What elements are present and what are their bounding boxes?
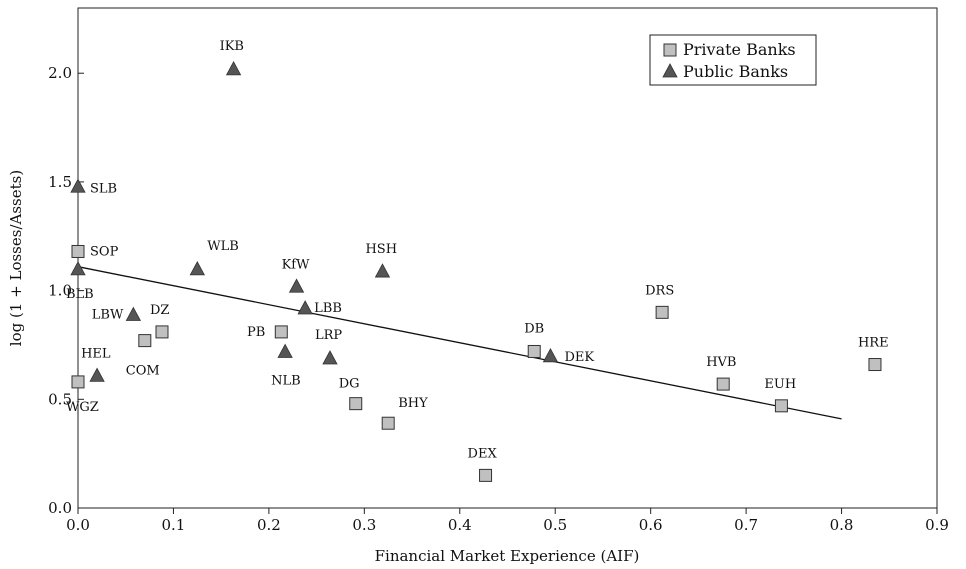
- y-tick-label: 0.5: [48, 390, 72, 408]
- point-sop: [71, 244, 85, 258]
- label-dek: DEK: [564, 350, 594, 365]
- label-drs: DRS: [645, 283, 674, 298]
- legend-label-private: Private Banks: [683, 40, 796, 59]
- x-tick-label: 0.5: [543, 516, 567, 534]
- label-dg: DG: [339, 377, 360, 392]
- point-wlb: [189, 261, 205, 276]
- x-tick-label: 0.4: [448, 516, 472, 534]
- y-axis-title: log (1 + Losses/Assets): [7, 170, 25, 346]
- point-db: [527, 344, 541, 358]
- point-dg: [349, 397, 363, 411]
- label-kfw: KfW: [282, 257, 311, 272]
- y-tick-label: 0.0: [48, 499, 72, 517]
- y-tick-label: 1.5: [48, 173, 72, 191]
- point-hvb: [716, 377, 730, 391]
- label-sop: SOP: [90, 244, 119, 259]
- label-db: DB: [524, 321, 544, 336]
- point-hre: [868, 358, 882, 372]
- point-kfw: [288, 278, 305, 293]
- label-euh: EUH: [764, 377, 796, 392]
- legend-marker-private: [663, 43, 677, 57]
- x-tick-label: 0.1: [162, 516, 186, 534]
- label-wlb: WLB: [207, 239, 239, 254]
- y-tick-label: 2.0: [48, 64, 72, 82]
- trend-line: [77, 266, 842, 420]
- point-nlb: [277, 343, 293, 358]
- label-nlb: NLB: [271, 373, 301, 388]
- label-wgz: WGZ: [66, 400, 99, 415]
- label-hvb: HVB: [706, 355, 736, 370]
- point-euh: [774, 399, 788, 413]
- data-points: [70, 61, 882, 482]
- label-lrp: LRP: [315, 328, 342, 343]
- label-dz: DZ: [150, 303, 169, 318]
- point-lbw: [125, 306, 142, 321]
- x-axis: 0.0 0.1 0.2 0.3 0.4 0.5 0.6 0.7 0.8 0.9: [66, 508, 949, 534]
- x-tick-label: 0.0: [66, 516, 90, 534]
- label-slb: SLB: [90, 181, 117, 196]
- point-lbb: [297, 300, 313, 315]
- label-ikb: IKB: [220, 39, 244, 54]
- label-lbw: LBW: [92, 308, 124, 323]
- x-axis-title: Financial Market Experience (AIF): [375, 547, 640, 565]
- point-lrp: [322, 350, 338, 365]
- x-tick-label: 0.7: [734, 516, 758, 534]
- point-dek: [542, 347, 559, 363]
- point-ikb: [225, 61, 242, 76]
- point-blb: [70, 261, 86, 276]
- x-tick-label: 0.9: [925, 516, 949, 534]
- legend-label-public: Public Banks: [683, 62, 788, 81]
- legend: Private Banks Public Banks: [649, 34, 817, 86]
- point-dex: [479, 468, 493, 482]
- point-hel: [89, 367, 105, 382]
- point-slb: [70, 178, 86, 193]
- y-tick-label: 1.0: [48, 282, 72, 300]
- plot-area: [77, 7, 938, 509]
- point-bhy: [381, 416, 395, 430]
- label-dex: DEX: [468, 446, 498, 461]
- label-hre: HRE: [858, 336, 889, 351]
- label-com: COM: [126, 364, 160, 379]
- point-drs: [655, 305, 669, 319]
- label-pb: PB: [247, 325, 265, 340]
- point-pb: [274, 325, 288, 339]
- point-dz: [155, 325, 169, 339]
- point-com: [138, 334, 152, 348]
- legend-box: [649, 34, 817, 86]
- label-lbb: LBB: [314, 301, 342, 316]
- label-hel: HEL: [81, 346, 111, 361]
- x-tick-label: 0.8: [830, 516, 854, 534]
- label-hsh: HSH: [365, 242, 397, 257]
- label-blb: BLB: [66, 287, 94, 302]
- x-tick-label: 0.6: [639, 516, 663, 534]
- x-tick-label: 0.2: [257, 516, 281, 534]
- point-wgz: [71, 375, 85, 389]
- legend-marker-public: [662, 63, 678, 78]
- label-bhy: BHY: [398, 396, 428, 411]
- x-tick-label: 0.3: [352, 516, 376, 534]
- point-labels: SOP WGZ COM DZ PB DG BHY DEX DB DRS HVB EUH HRE SLB BL…: [66, 39, 889, 462]
- point-hsh: [374, 263, 391, 278]
